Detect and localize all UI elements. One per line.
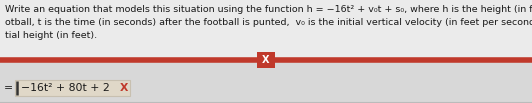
FancyBboxPatch shape xyxy=(15,80,130,96)
FancyBboxPatch shape xyxy=(0,0,532,60)
FancyBboxPatch shape xyxy=(0,60,532,103)
Text: X: X xyxy=(120,83,128,93)
Text: tial height (in feet).: tial height (in feet). xyxy=(5,31,97,40)
Text: −16t² + 80t + 2: −16t² + 80t + 2 xyxy=(21,83,110,93)
FancyBboxPatch shape xyxy=(257,52,275,68)
Text: =: = xyxy=(4,83,13,93)
Text: Write an equation that models this situation using the function h = −16t² + v₀t : Write an equation that models this situa… xyxy=(5,5,532,14)
Text: X: X xyxy=(262,55,270,65)
Text: otball, t is the time (in seconds) after the football is punted,  v₀ is the init: otball, t is the time (in seconds) after… xyxy=(5,18,532,27)
